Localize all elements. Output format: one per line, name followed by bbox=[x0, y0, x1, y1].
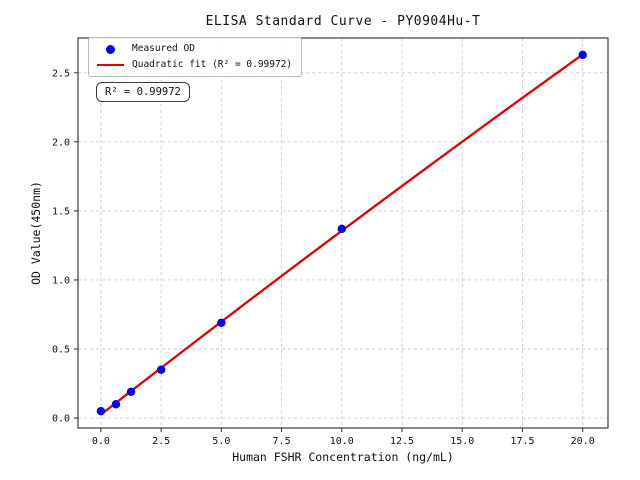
data-point bbox=[156, 365, 166, 374]
y-tick-label: 0.5 bbox=[52, 345, 70, 356]
legend-entry-measured-od: Measured OD bbox=[97, 43, 292, 55]
y-tick-label: 1.0 bbox=[52, 275, 70, 286]
x-tick-label: 0.0 bbox=[92, 436, 110, 447]
legend: Measured OD Quadratic fit (R² = 0.99972) bbox=[88, 37, 303, 77]
data-point bbox=[96, 406, 106, 416]
legend-swatch-measured-od bbox=[97, 44, 124, 54]
y-axis-label: OD Value(450nm) bbox=[29, 181, 44, 285]
x-tick-label: 5.0 bbox=[212, 436, 230, 447]
axes-frame bbox=[77, 37, 609, 429]
y-axis-label-wrap: OD Value(450nm) bbox=[26, 38, 46, 428]
data-point bbox=[217, 318, 226, 327]
data-point bbox=[578, 50, 587, 60]
data-point bbox=[126, 387, 136, 397]
chart-title: ELISA Standard Curve - PY0904Hu-T bbox=[205, 14, 481, 29]
x-axis-label: Human FSHR Concentration (ng/mL) bbox=[232, 450, 454, 464]
y-tick-label: 0.0 bbox=[52, 414, 70, 425]
legend-swatch-quadratic-fit bbox=[97, 63, 124, 67]
fit-line bbox=[100, 53, 584, 416]
x-tick-label: 17.5 bbox=[510, 436, 534, 447]
y-tick-label: 2.5 bbox=[52, 68, 70, 79]
y-tick-label: 2.0 bbox=[52, 137, 70, 148]
x-tick-label: 7.5 bbox=[273, 436, 291, 447]
x-tick-label: 10.0 bbox=[330, 436, 354, 447]
x-tick-label: 20.0 bbox=[571, 436, 595, 447]
x-tick-label: 2.5 bbox=[152, 436, 170, 447]
x-tick-label: 15.0 bbox=[450, 436, 474, 447]
y-tick-label: 1.5 bbox=[52, 206, 70, 217]
x-tick-label: 12.5 bbox=[390, 436, 414, 447]
data-point bbox=[337, 224, 346, 234]
legend-line-icon bbox=[97, 63, 124, 67]
legend-label-quadratic-fit: Quadratic fit (R² = 0.99972) bbox=[132, 59, 293, 70]
legend-label-measured-od: Measured OD bbox=[132, 43, 195, 54]
legend-entry-quadratic-fit: Quadratic fit (R² = 0.99972) bbox=[97, 59, 292, 71]
data-point bbox=[111, 400, 121, 409]
r-squared-annotation: R² = 0.99972 bbox=[96, 82, 190, 102]
legend-dot-icon bbox=[106, 44, 115, 54]
